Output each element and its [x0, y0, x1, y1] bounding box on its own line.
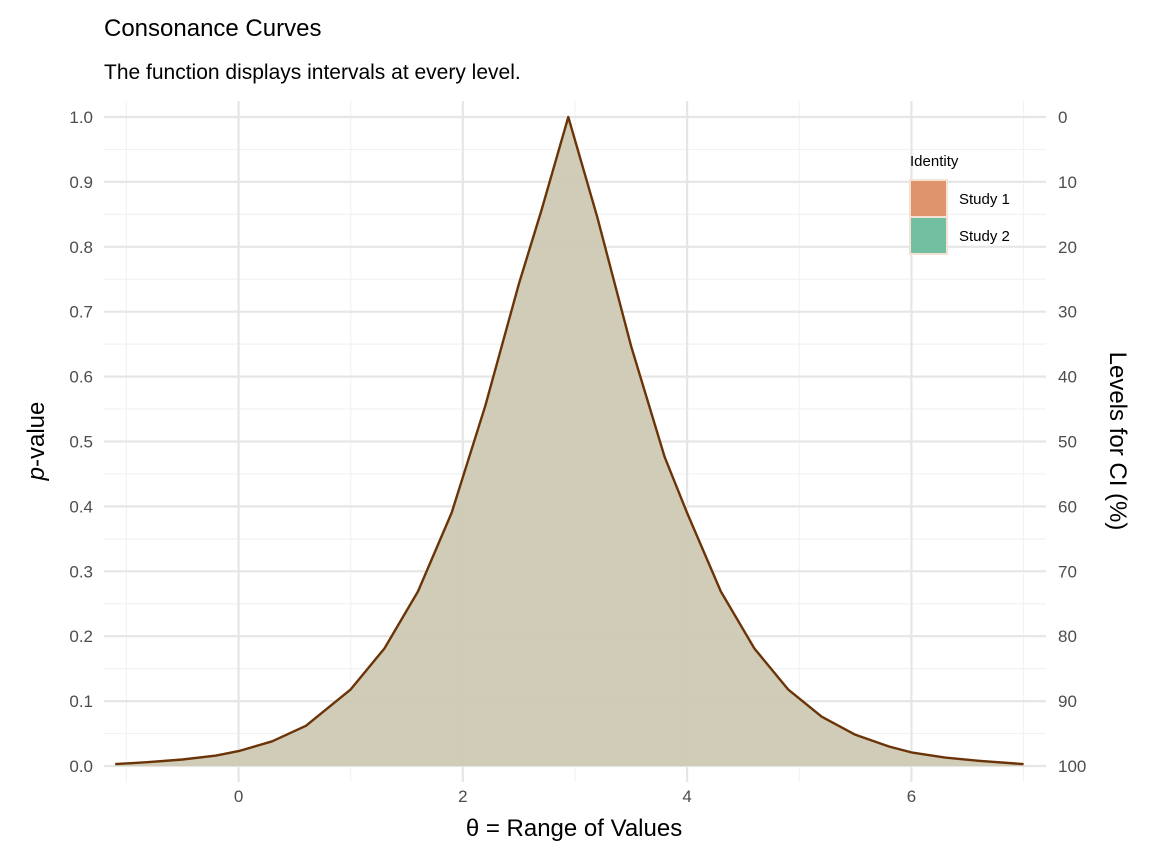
y-axis-ticks: 0.0 0.1 0.2 0.3 0.4 0.5 0.6 0.7 0.8 0.9 1.0: [69, 108, 93, 776]
plot-area: [115, 115, 1024, 766]
y-tick-label: 0.8: [69, 238, 93, 257]
y2-tick-label: 100: [1058, 757, 1086, 776]
legend-label: Study 1: [959, 191, 1010, 208]
y2-tick-label: 60: [1058, 497, 1077, 516]
series-line: [115, 115, 1024, 766]
y-tick-label: 0.3: [69, 562, 93, 581]
y2-tick-label: 80: [1058, 627, 1077, 646]
y-tick-label: 0.9: [69, 173, 93, 192]
legend-swatch: [909, 216, 948, 255]
legend-label: Study 2: [959, 228, 1010, 245]
y2-axis-title: Levels for CI (%): [1104, 352, 1131, 531]
y-axis-title-rest: -value: [23, 402, 50, 467]
y2-tick-label: 20: [1058, 238, 1077, 257]
y-tick-label: 0.2: [69, 627, 93, 646]
y-tick-label: 0.6: [69, 368, 93, 387]
y-axis-title: p-value: [23, 402, 50, 482]
y-axis-title-p: p: [23, 467, 50, 481]
chart-title: Consonance Curves: [104, 15, 321, 42]
x-axis-title: θ = Range of Values: [466, 815, 682, 842]
y2-tick-label: 90: [1058, 692, 1077, 711]
y-tick-label: 0.5: [69, 433, 93, 452]
y-tick-label: 0.1: [69, 692, 93, 711]
y-tick-label: 0.0: [69, 757, 93, 776]
chart-subtitle: The function displays intervals at every…: [104, 61, 521, 84]
x-tick-label: 4: [682, 787, 691, 806]
y2-tick-label: 70: [1058, 562, 1077, 581]
y2-tick-label: 50: [1058, 433, 1077, 452]
y2-tick-label: 40: [1058, 368, 1077, 387]
y2-tick-label: 30: [1058, 303, 1077, 322]
y2-tick-label: 0: [1058, 108, 1067, 127]
legend-title: Identity: [910, 153, 959, 170]
x-tick-label: 6: [907, 787, 916, 806]
y-tick-label: 0.4: [69, 497, 93, 516]
x-tick-label: 0: [234, 787, 243, 806]
x-tick-label: 2: [458, 787, 467, 806]
y-tick-label: 0.7: [69, 303, 93, 322]
legend-swatch: [909, 179, 948, 218]
series-area: [115, 117, 1024, 766]
legend: Identity Study 1 Study 2: [909, 153, 1010, 255]
y2-tick-label: 10: [1058, 173, 1077, 192]
x-axis-ticks: 0 2 4 6: [234, 787, 916, 806]
y-tick-label: 1.0: [69, 108, 93, 127]
